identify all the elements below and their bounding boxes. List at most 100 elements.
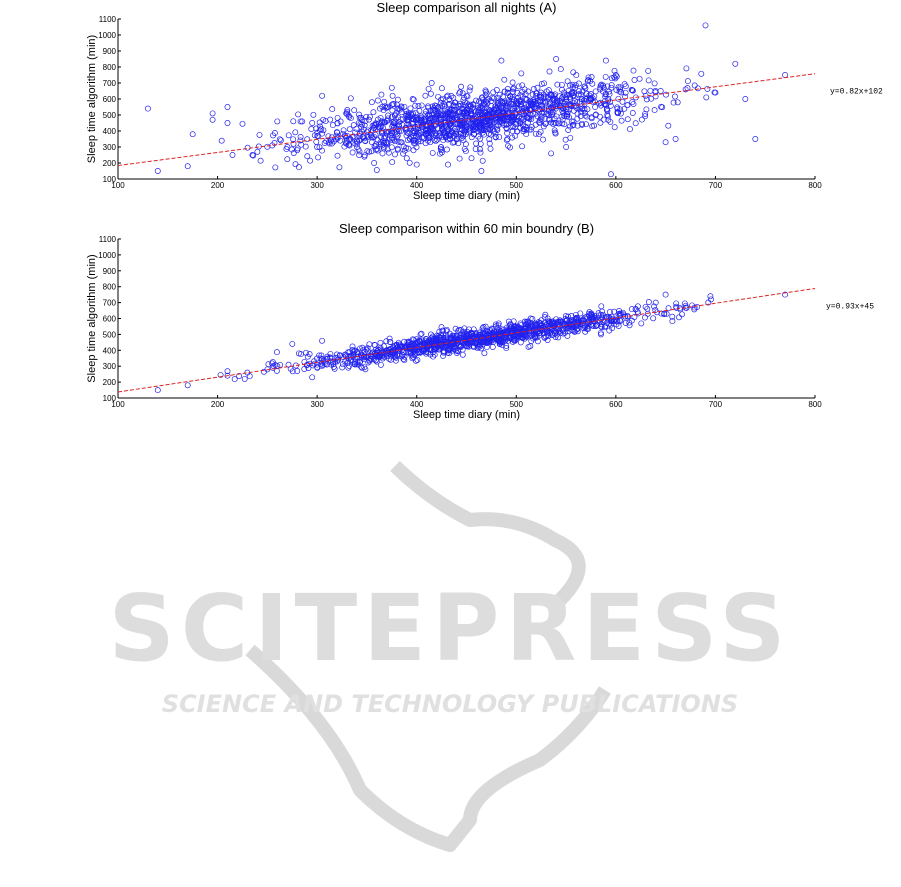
y-tick-label: 500 — [103, 330, 117, 339]
data-point — [334, 120, 341, 127]
data-point — [517, 116, 524, 122]
chart-title: Sleep comparison within 60 min boundry (… — [339, 221, 594, 236]
data-point — [489, 126, 496, 133]
data-point — [316, 119, 323, 126]
data-point — [575, 80, 582, 87]
data-point — [630, 100, 637, 107]
data-point — [462, 108, 469, 115]
data-point — [361, 153, 368, 160]
data-point — [388, 101, 395, 108]
data-point — [607, 118, 614, 125]
y-tick-label: 900 — [103, 267, 117, 276]
data-point — [366, 113, 373, 120]
data-point — [752, 136, 759, 142]
data-point — [553, 97, 560, 104]
data-point — [665, 122, 672, 129]
data-point — [410, 147, 417, 154]
data-point — [563, 144, 570, 150]
data-point — [503, 124, 510, 131]
data-point — [551, 96, 557, 103]
data-point — [389, 107, 396, 114]
data-point — [401, 103, 408, 110]
data-point — [423, 130, 430, 137]
data-point — [551, 127, 558, 134]
data-point — [438, 85, 445, 92]
data-point — [502, 115, 509, 122]
data-point — [405, 145, 412, 152]
data-point — [397, 139, 404, 146]
data-point — [415, 138, 422, 145]
data-point — [377, 361, 384, 368]
data-point — [611, 124, 618, 131]
data-point — [503, 137, 510, 144]
data-point — [472, 123, 479, 130]
data-point — [412, 116, 419, 123]
data-point — [290, 140, 297, 147]
data-point — [538, 113, 545, 120]
data-point — [684, 78, 691, 85]
data-point — [523, 106, 530, 113]
data-point — [432, 108, 439, 115]
data-point — [480, 101, 487, 107]
data-point — [458, 83, 465, 90]
data-point — [441, 102, 448, 109]
data-point — [579, 105, 586, 112]
data-point — [224, 104, 231, 110]
data-point — [299, 118, 306, 125]
data-point — [438, 149, 445, 156]
data-point — [357, 120, 364, 127]
data-point — [358, 121, 365, 128]
data-point — [368, 99, 375, 106]
data-point — [515, 83, 522, 90]
data-point — [606, 91, 613, 98]
data-point — [336, 164, 343, 171]
data-point — [607, 171, 614, 178]
data-point — [565, 91, 572, 98]
y-tick-label: 100 — [103, 175, 117, 184]
data-point — [570, 121, 577, 128]
data-point — [337, 118, 344, 125]
data-point — [536, 119, 543, 126]
data-point — [522, 95, 529, 102]
data-point — [507, 93, 514, 100]
data-point — [302, 143, 309, 150]
data-point — [542, 120, 549, 127]
data-point — [528, 101, 535, 108]
data-point — [475, 133, 482, 140]
data-point — [344, 108, 350, 115]
data-point — [456, 90, 463, 97]
data-point — [587, 95, 594, 102]
data-point — [611, 67, 618, 74]
data-point — [471, 109, 478, 116]
data-point — [446, 96, 453, 103]
y-tick-label: 600 — [103, 95, 117, 104]
data-point — [256, 131, 263, 138]
data-point — [476, 98, 483, 105]
data-point — [418, 102, 425, 109]
data-point — [329, 106, 336, 113]
data-point — [698, 70, 705, 77]
data-point — [412, 102, 419, 109]
data-point — [568, 102, 575, 109]
data-point — [494, 125, 500, 132]
data-point — [425, 103, 431, 110]
data-point — [480, 111, 487, 118]
data-point — [481, 350, 488, 357]
data-point — [467, 101, 474, 108]
data-point — [224, 120, 231, 126]
data-point — [292, 161, 299, 168]
data-point — [457, 89, 463, 96]
data-point — [579, 105, 585, 112]
data-point — [590, 99, 597, 106]
data-point — [390, 124, 397, 131]
data-point — [352, 140, 359, 147]
data-point — [604, 83, 611, 90]
data-point — [643, 106, 650, 113]
data-point — [439, 103, 446, 109]
data-point — [378, 91, 385, 98]
data-point — [604, 113, 611, 120]
data-point — [362, 138, 369, 145]
data-point — [398, 109, 405, 116]
data-point — [490, 89, 497, 96]
